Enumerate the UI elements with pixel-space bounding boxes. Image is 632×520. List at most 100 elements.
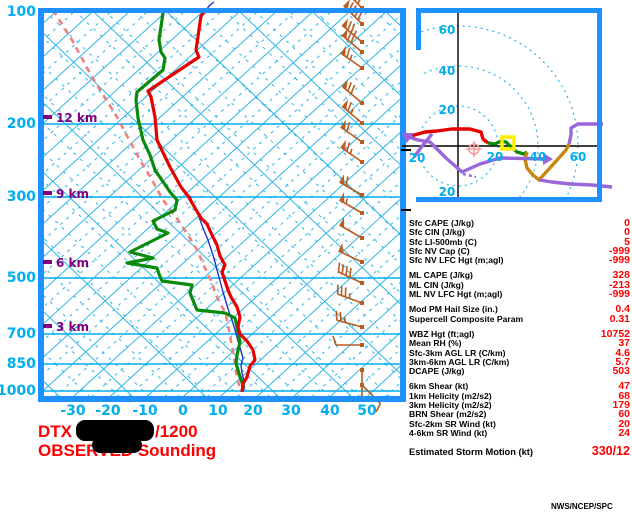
parameter-value: 4.6 [615,346,630,359]
parameter-value: 0.31 [609,312,630,325]
isotherm-line [43,12,277,225]
barb-full-tick [350,84,356,95]
barb-full-tick [347,81,353,92]
skewt-border-top [38,8,406,13]
parameter-value: -999 [608,244,630,257]
skewt-curves [52,12,257,393]
pressure-tick-label: 1000 [0,383,36,399]
temperature-tick-label: 50 [357,403,377,419]
barb-full-tick [332,335,337,346]
wind-barb [332,335,364,347]
isotherm-line [43,12,203,158]
height-tick [43,191,52,195]
parameter-value: 0 [624,226,630,239]
parameter-row: Sfc NV LFC Hgt (m;agl) -999 [409,254,630,267]
parameter-value: 503 [612,365,630,378]
hodograph-ring-label: 60 [570,150,587,164]
hodograph-ring-label: 20 [409,151,426,165]
adiabat-dashed-line [195,12,401,209]
hodograph-ring-label: 20 [439,185,456,199]
temperature-tick-label: 30 [281,403,301,419]
height-tick [43,324,52,328]
parameter-label: WBZ Hgt (ft;agl) [409,328,475,339]
temperature-tick-label: 20 [243,403,263,419]
barb-pennant [340,45,346,57]
parameter-value: -213 [608,278,630,291]
parameter-label: 4-6km SR Wind (kt) [409,427,488,438]
parameter-value: 5.7 [615,355,630,368]
height-tick [43,260,52,264]
parameter-label: BRN Shear (m2/s2) [409,409,487,420]
pressure-tick-label: 850 [7,356,36,372]
isotherm-line [109,131,401,397]
parameter-label: ML CAPE (J/kg) [409,270,473,281]
adiabat-line [312,12,401,97]
parameter-value: 0.4 [615,303,630,316]
barb-half-tick [350,108,354,115]
isotherm-line [43,12,387,325]
parameter-label: DCAPE (J/kg) [409,366,465,377]
skewt-border-right [400,8,406,402]
adiabat-dashed-line [45,12,401,351]
parameter-value: 47 [618,380,630,393]
barb-staff [336,319,363,328]
parameter-label: Sfc NV Cap (C) [409,245,470,256]
barb-pennant [338,242,344,254]
isotherm-line [145,164,401,397]
barb-full-tick [345,176,349,186]
parameter-label: Supercell Composite Param [409,313,524,324]
temperature-tick-label: -10 [132,403,158,419]
hodograph-trace [487,139,528,156]
wind-barb [337,262,364,285]
barb-pennant [342,18,348,29]
adiabat-dashed-line [75,12,401,323]
barb-full-tick [346,122,351,132]
sounding-time-text: /1200 [155,422,198,441]
parameter-group: Sfc CAPE (J/kg) 0 Sfc CIN (J/kg) 0 Sfc LI-50… [409,218,630,267]
barb-pennant [342,99,348,110]
wind-barb [341,99,364,125]
temperature-tick-label: 40 [320,403,340,419]
barb-staff [338,271,363,284]
height-mark-label: 3 km [56,320,89,334]
isotherm-line [256,264,401,397]
parameter-row: ML CAPE (J/kg) 328 [409,270,630,281]
temperature-tick-label: -30 [60,403,86,419]
adiabat-line [43,101,353,397]
hodograph-ring-label: 40 [439,64,456,78]
parameter-label: Mod PM Hail Size (in.) [409,304,498,315]
wind-barb [335,310,364,329]
barb-staff [337,293,363,304]
adiabat-line [43,171,280,397]
wind-barb [336,284,364,305]
barb-full-tick [337,262,341,273]
parameter-label: Sfc NV LFC Hgt (m;agl) [409,255,504,266]
parameter-value: -999 [608,254,630,267]
adiabat-dashed-line [43,37,401,380]
hodo-border-right [597,8,602,202]
barb-full-tick [335,310,338,321]
adiabat-dashed-line [135,12,401,266]
parameter-row: ML CIN (J/kg) -213 [409,278,630,291]
parameter-row: Supercell Composite Param 0.31 [409,312,630,325]
adiabat-dashed-line [43,151,301,397]
adiabat-line [43,32,401,375]
barb-full-tick [375,403,382,413]
pressure-tick-label: 500 [7,270,36,286]
parameter-label: Mean RH (%) [409,338,462,349]
parameter-value: 24 [618,426,630,439]
barb-full-tick [346,48,351,58]
parameter-row: 1km Helicity (m2/s2) 68 [409,390,630,401]
wind-barb [339,192,364,215]
temperature-tick-label: -20 [95,403,121,419]
parameter-value: 10752 [600,327,630,340]
isotherm-line [43,12,313,258]
barb-staff [339,199,363,214]
parameter-value: 60 [618,408,630,421]
right-edge-tick [401,149,411,151]
parameter-label: Sfc-3km AGL LR (C/km) [409,347,506,358]
barb-staff [352,0,363,9]
parameter-value: 5 [624,235,630,248]
temperature-tick-label: 10 [208,403,228,419]
vector-arrowhead-right [543,153,553,165]
